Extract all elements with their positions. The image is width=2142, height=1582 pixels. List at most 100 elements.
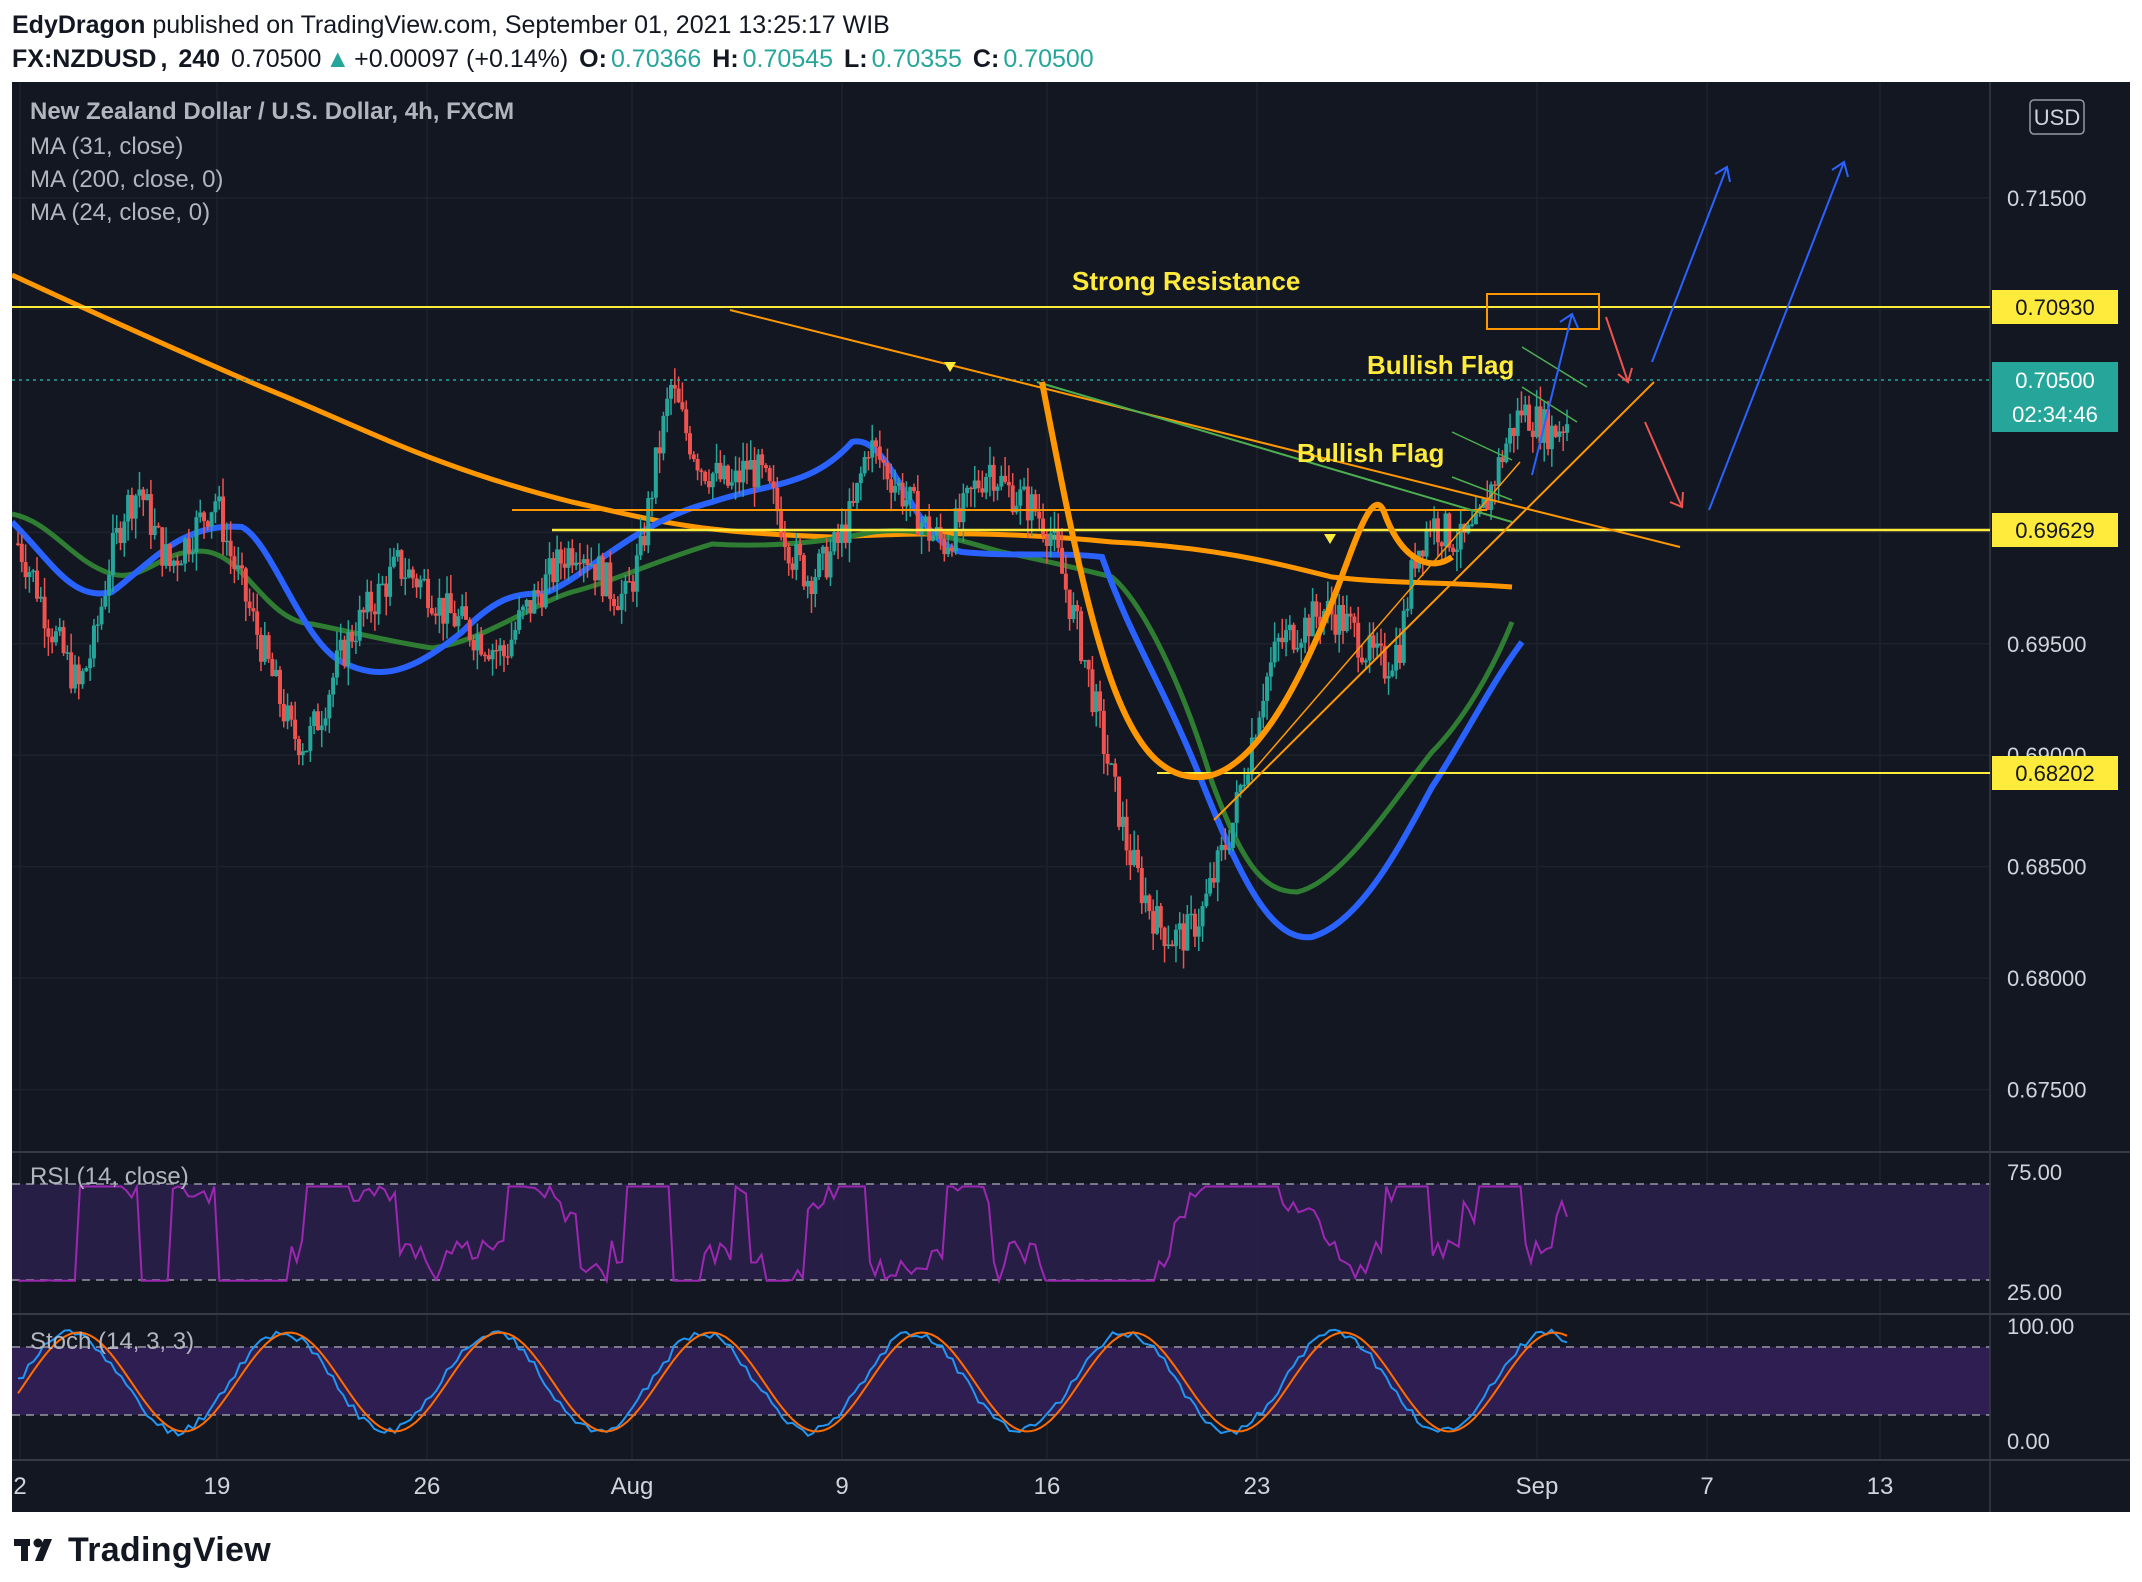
candle-up[interactable] xyxy=(1287,624,1292,631)
candle-down[interactable] xyxy=(1356,622,1361,658)
candle-up[interactable] xyxy=(308,726,313,751)
candle-up[interactable] xyxy=(934,527,939,536)
candle-down[interactable] xyxy=(1413,560,1418,569)
candle-up[interactable] xyxy=(904,500,909,507)
candle-down[interactable] xyxy=(441,597,446,624)
candle-up[interactable] xyxy=(513,629,518,640)
candle-up[interactable] xyxy=(847,501,852,543)
candle-down[interactable] xyxy=(866,457,871,459)
candle-down[interactable] xyxy=(767,468,772,482)
candle-down[interactable] xyxy=(608,562,613,599)
candle-up[interactable] xyxy=(1363,660,1368,663)
candle-up[interactable] xyxy=(646,498,651,546)
candle-up[interactable] xyxy=(80,671,85,685)
candle-down[interactable] xyxy=(258,634,263,662)
candle-up[interactable] xyxy=(517,610,522,630)
candle-up[interactable] xyxy=(198,512,203,518)
candle-down[interactable] xyxy=(657,447,662,454)
brand-footer[interactable]: TradingView xyxy=(14,1528,271,1572)
candle-up[interactable] xyxy=(870,440,875,458)
candle-up[interactable] xyxy=(1504,443,1509,463)
candle-down[interactable] xyxy=(1128,850,1133,866)
candle-down[interactable] xyxy=(642,535,647,546)
candle-up[interactable] xyxy=(224,540,229,543)
candle-down[interactable] xyxy=(991,464,996,491)
candle-down[interactable] xyxy=(1124,816,1129,851)
candle-down[interactable] xyxy=(631,581,636,592)
candle-down[interactable] xyxy=(881,459,886,463)
candle-down[interactable] xyxy=(494,650,499,652)
candle-up[interactable] xyxy=(1196,926,1201,937)
candle-down[interactable] xyxy=(1170,944,1175,947)
candle-up[interactable] xyxy=(65,652,70,654)
candle-up[interactable] xyxy=(1200,906,1205,927)
candle-down[interactable] xyxy=(243,568,248,602)
candle-down[interactable] xyxy=(1075,605,1080,612)
candle-up[interactable] xyxy=(1458,523,1463,550)
candle-up[interactable] xyxy=(855,483,860,503)
candle-down[interactable] xyxy=(1500,457,1505,463)
candle-down[interactable] xyxy=(463,606,468,620)
candle-up[interactable] xyxy=(1454,549,1459,552)
candle-up[interactable] xyxy=(137,489,142,496)
candle-up[interactable] xyxy=(262,635,267,662)
candle-down[interactable] xyxy=(281,703,286,722)
candle-down[interactable] xyxy=(141,489,146,501)
candle-down[interactable] xyxy=(255,611,260,635)
candle-up[interactable] xyxy=(999,475,1004,487)
candle-up[interactable] xyxy=(353,640,358,643)
stoch-label[interactable]: Stoch (14, 3, 3) xyxy=(30,1328,194,1355)
candle-down[interactable] xyxy=(1056,528,1061,548)
candle-up[interactable] xyxy=(84,668,89,672)
candle-up[interactable] xyxy=(236,565,241,570)
candle-down[interactable] xyxy=(699,470,704,472)
candle-up[interactable] xyxy=(1272,641,1277,663)
candle-down[interactable] xyxy=(1063,573,1068,590)
candle-down[interactable] xyxy=(467,619,472,641)
candle-up[interactable] xyxy=(1219,844,1224,851)
price-chart[interactable]: Strong Resistance Bullish Flag Bullish F… xyxy=(9,82,2130,1512)
candle-down[interactable] xyxy=(426,578,431,609)
candle-up[interactable] xyxy=(346,631,351,666)
candle-up[interactable] xyxy=(1109,763,1114,765)
candle-up[interactable] xyxy=(107,574,112,596)
candle-up[interactable] xyxy=(710,473,715,488)
candle-up[interactable] xyxy=(1473,513,1478,525)
candle-up[interactable] xyxy=(1230,822,1235,848)
candle-up[interactable] xyxy=(365,591,370,613)
candle-down[interactable] xyxy=(1439,542,1444,547)
candle-up[interactable] xyxy=(1208,877,1213,894)
candle-down[interactable] xyxy=(486,655,491,660)
candle-down[interactable] xyxy=(725,465,730,486)
candle-up[interactable] xyxy=(164,544,169,566)
candle-down[interactable] xyxy=(372,611,377,615)
candle-up[interactable] xyxy=(38,596,43,599)
candle-up[interactable] xyxy=(839,524,844,544)
candle-up[interactable] xyxy=(171,560,176,566)
candle-up[interactable] xyxy=(1549,425,1554,450)
candle-up[interactable] xyxy=(327,694,332,719)
candle-up[interactable] xyxy=(91,625,96,659)
candle-down[interactable] xyxy=(251,608,256,612)
candle-up[interactable] xyxy=(596,556,601,581)
candle-up[interactable] xyxy=(748,459,753,470)
candle-up[interactable] xyxy=(1489,484,1494,510)
candle-up[interactable] xyxy=(1299,642,1304,648)
candle-down[interactable] xyxy=(695,459,700,471)
candle-down[interactable] xyxy=(452,613,457,627)
candle-down[interactable] xyxy=(384,583,389,597)
candle-up[interactable] xyxy=(961,493,966,523)
candle-up[interactable] xyxy=(1234,792,1239,823)
candle-down[interactable] xyxy=(775,487,780,512)
candle-down[interactable] xyxy=(1067,589,1072,620)
candle-down[interactable] xyxy=(1223,844,1228,850)
candle-down[interactable] xyxy=(927,516,932,541)
candle-down[interactable] xyxy=(228,540,233,557)
candle-up[interactable] xyxy=(357,609,362,641)
candle-down[interactable] xyxy=(482,654,487,657)
candle-down[interactable] xyxy=(1192,913,1197,937)
candle-up[interactable] xyxy=(99,606,104,625)
candle-up[interactable] xyxy=(27,572,32,578)
candle-down[interactable] xyxy=(942,538,947,555)
candle-down[interactable] xyxy=(1371,635,1376,648)
